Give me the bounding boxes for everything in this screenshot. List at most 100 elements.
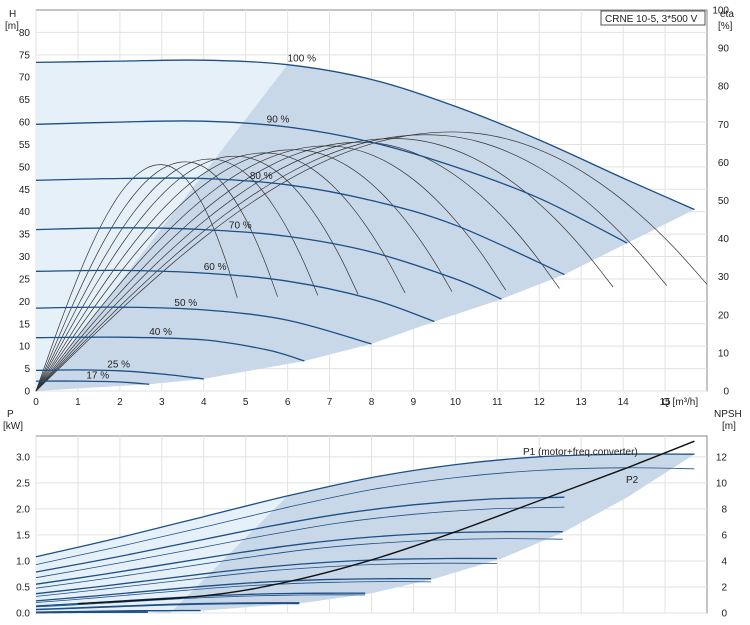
- npsh-axis-label-line1: NPSH: [714, 409, 742, 420]
- head-tick-label: 20: [19, 297, 31, 308]
- head-tick-label: 5: [24, 364, 30, 375]
- head-tick-label: 75: [19, 50, 31, 61]
- p1-power-curve: [35, 578, 432, 602]
- head-axis-label-line1: H: [9, 9, 16, 20]
- p2-power-curve: [35, 611, 148, 614]
- head-low-flow-region: [36, 60, 288, 391]
- head-axis-label-line2: [m]: [5, 21, 19, 32]
- p2-power-curve: [35, 603, 300, 611]
- eta-tick-label: 60: [718, 158, 730, 169]
- head-speed-curve: [35, 227, 502, 300]
- p1-power-curve: [35, 557, 497, 595]
- npsh-tick-label: 12: [716, 452, 728, 463]
- power-tick-label: 2.0: [16, 504, 30, 515]
- head-tick-label: 35: [19, 230, 31, 241]
- power-tick-label: 2.5: [16, 478, 30, 489]
- speed-percent-label: 90 %: [267, 115, 290, 126]
- speed-percent-label: 60 %: [204, 262, 227, 273]
- head-tick-label: 25: [19, 274, 31, 285]
- power-curves: [35, 440, 695, 614]
- eta-tick-label: 10: [718, 348, 730, 359]
- power-axis-label-line1: P: [7, 409, 14, 420]
- flow-tick-label: 0: [33, 397, 39, 408]
- npsh-axis-label-line2: [m]: [722, 421, 736, 432]
- flow-tick-label: 4: [201, 397, 207, 408]
- flow-tick-label: 14: [618, 397, 630, 408]
- model-label-box: [600, 10, 706, 26]
- head-tick-label: 0: [24, 387, 30, 398]
- eta-tick-label: 40: [718, 234, 730, 245]
- flow-tick-label: 13: [576, 397, 588, 408]
- npsh-tick-label: 2: [721, 582, 727, 593]
- head-tick-label: 70: [19, 73, 31, 84]
- head-tick-label: 55: [19, 140, 31, 151]
- efficiency-curve: [35, 134, 667, 392]
- eta-tick-label: 0: [723, 387, 729, 398]
- head-speed-curve: [35, 269, 435, 323]
- efficiency-curve: [35, 164, 238, 392]
- efficiency-curve: [35, 158, 319, 392]
- head-speed-curve: [35, 306, 372, 345]
- head-tick-label: 40: [19, 207, 31, 218]
- speed-percent-label: 25 %: [107, 360, 130, 371]
- head-tick-label: 30: [19, 252, 31, 263]
- power-tick-labels: 0.0 0.5 1.0 1.5 2.0 2.5 3.0 0 2 4 6 8 10 12: [16, 452, 727, 619]
- head-tick-label: 60: [19, 118, 31, 129]
- efficiency-curve: [35, 138, 614, 392]
- flow-tick-label: 3: [159, 397, 165, 408]
- eta-tick-label: 90: [718, 44, 730, 55]
- head-panel: 0 1 2 3 4 5 6 7 8 9 10 11 12 13 14 15051015202530354045…: [5, 6, 734, 409]
- p1-series-label: P1 (motor+freq.converter): [523, 447, 638, 458]
- eta-axis-label-line1: eta: [720, 9, 734, 20]
- power-tick-label: 3.0: [16, 452, 30, 463]
- head-tick-label: 15: [19, 319, 31, 330]
- head-speed-curve: [35, 380, 150, 385]
- head-tick-label: 10: [19, 342, 31, 353]
- efficiency-curve: [35, 131, 708, 392]
- flow-axis-label: Q [m³/h]: [662, 397, 698, 408]
- flow-tick-label: 8: [369, 397, 375, 408]
- eta-tick-label: 20: [718, 310, 730, 321]
- p1-power-curve: [35, 453, 695, 558]
- efficiency-curve: [35, 155, 359, 392]
- p1-power-curve: [35, 530, 563, 585]
- npsh-tick-label: 0: [721, 609, 727, 620]
- head-tick-labels: 0 1 2 3 4 5 6 7 8 9 10 11 12 13 14 15051015202530354045…: [19, 6, 730, 409]
- flow-tick-label: 15: [660, 397, 672, 408]
- p1-power-curve: [35, 496, 565, 573]
- flow-tick-label: 11: [492, 397, 503, 408]
- speed-percent-label: 17 %: [86, 370, 109, 381]
- eta-tick-label: 100: [712, 6, 729, 17]
- head-speed-curve: [35, 120, 628, 244]
- head-tick-label: 50: [19, 162, 31, 173]
- head-tick-label: 65: [19, 95, 31, 106]
- efficiency-curve: [35, 145, 506, 392]
- speed-percent-label: 50 %: [174, 298, 197, 309]
- p2-power-curve: [35, 538, 563, 589]
- power-tick-label: 0.5: [16, 582, 30, 593]
- flow-tick-label: 2: [117, 397, 123, 408]
- head-tick-label: 45: [19, 185, 31, 196]
- head-speed-curve: [35, 59, 695, 211]
- speed-percent-label: 70 %: [229, 221, 252, 232]
- p2-power-curve: [35, 506, 565, 579]
- head-speed-curve: [35, 369, 204, 380]
- eta-tick-label: 30: [718, 272, 730, 283]
- power-tick-label: 0.0: [16, 609, 30, 620]
- flow-tick-label: 12: [534, 397, 546, 408]
- speed-percent-label: 100 %: [288, 54, 316, 65]
- npsh-tick-label: 4: [721, 556, 727, 567]
- p2-series-label: P2: [626, 475, 639, 486]
- p2-power-curve: [35, 581, 432, 603]
- speed-percent-label: 80 %: [250, 171, 273, 182]
- power-tick-label: 1.5: [16, 530, 30, 541]
- flow-tick-label: 1: [75, 397, 81, 408]
- flow-tick-label: 9: [411, 397, 417, 408]
- eta-tick-label: 80: [718, 82, 730, 93]
- p2-power-curve: [35, 562, 497, 597]
- p2-power-curve: [35, 467, 695, 565]
- head-tick-label: 80: [19, 28, 31, 39]
- head-speed-curves: [35, 59, 695, 385]
- eta-tick-label: 70: [718, 120, 730, 131]
